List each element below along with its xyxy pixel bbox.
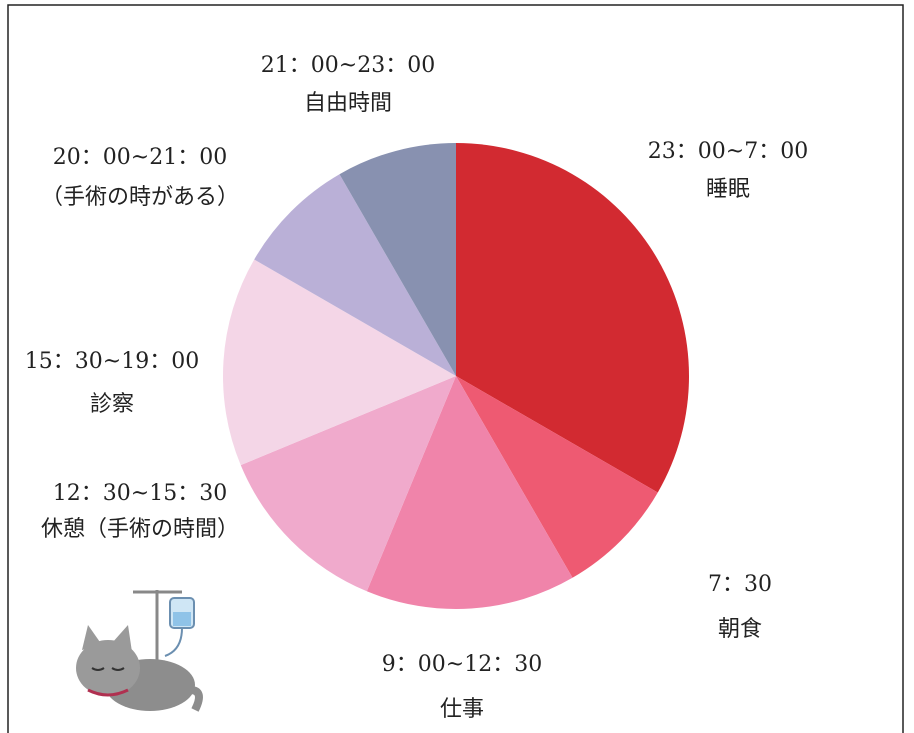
pie-slice [456,376,658,578]
slice-time-label: 7：30 [708,572,772,597]
pie-slice [222,259,456,466]
slice-label: 診察 [90,392,134,417]
slice-time-label: 15：30~19：00 [25,349,199,374]
cat-illustration [76,590,203,712]
pie-slice [339,143,456,376]
slice-label: 睡眠 [706,177,750,202]
slice-label: 仕事 [440,697,484,722]
slice-label: 朝食 [718,617,762,642]
slice-time-label: 20：00~21：00 [53,145,227,170]
slice-time-label: 12：30~15：30 [53,481,227,506]
slice-label: 自由時間 [304,91,392,116]
slice-label: 休憩（手術の時間） [41,517,239,542]
pie-slice [254,174,456,376]
slice-time-label: 9：00~12：30 [382,652,542,677]
slice-label: （手術の時がある） [41,185,239,210]
frame [7,4,904,733]
slice-time-label: 21：00~23：00 [261,53,435,78]
pie-slice [456,143,689,493]
pie-slice [366,376,573,609]
slice-time-label: 23：00~7：00 [648,139,808,164]
pie-slice [240,376,456,592]
